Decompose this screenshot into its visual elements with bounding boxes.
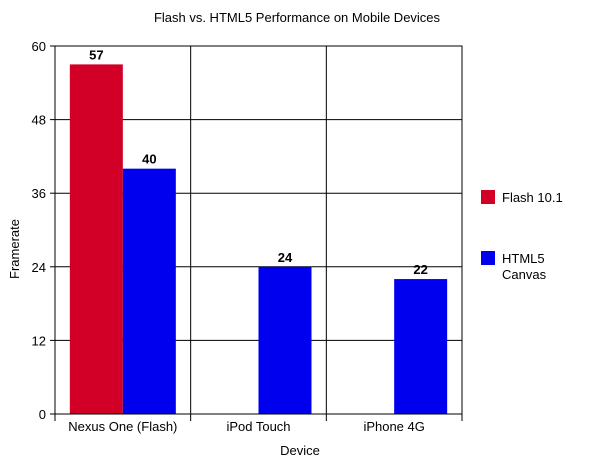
y-tick-label: 48 — [32, 113, 46, 128]
bar — [122, 168, 176, 414]
x-tick-label: iPod Touch — [226, 419, 290, 434]
y-tick-label: 36 — [32, 186, 46, 201]
legend-label: Flash 10.1 — [502, 190, 563, 205]
plot-border — [54, 45, 463, 415]
legend: Flash 10.1 HTML5 Canvas — [481, 190, 563, 282]
x-tick-label: iPhone 4G — [363, 419, 424, 434]
plot-frame — [54, 45, 463, 421]
bar — [258, 266, 312, 414]
bar — [394, 279, 448, 414]
y-axis-title: Framerate — [7, 219, 22, 279]
bars — [69, 64, 448, 415]
legend-swatch — [481, 190, 495, 204]
data-label: 24 — [278, 250, 293, 265]
y-tick-label: 12 — [32, 333, 46, 348]
y-tick-label: 60 — [32, 39, 46, 54]
data-label: 22 — [413, 262, 427, 277]
y-axis-ticks: 0 12 24 36 48 60 — [32, 39, 55, 422]
data-labels: 57 40 24 22 — [89, 47, 428, 277]
data-label: 40 — [142, 152, 156, 167]
x-tick-label: Nexus One (Flash) — [68, 419, 177, 434]
x-axis-categories: Nexus One (Flash) iPod Touch iPhone 4G — [68, 419, 425, 434]
legend-label: HTML5 Canvas — [502, 251, 547, 282]
y-tick-label: 24 — [32, 260, 46, 275]
x-axis-title: Device — [280, 443, 320, 458]
y-tick-label: 0 — [39, 407, 46, 422]
data-label: 57 — [89, 47, 103, 62]
chart-title: Flash vs. HTML5 Performance on Mobile De… — [154, 10, 441, 25]
legend-swatch — [481, 251, 495, 265]
bar — [69, 64, 123, 415]
